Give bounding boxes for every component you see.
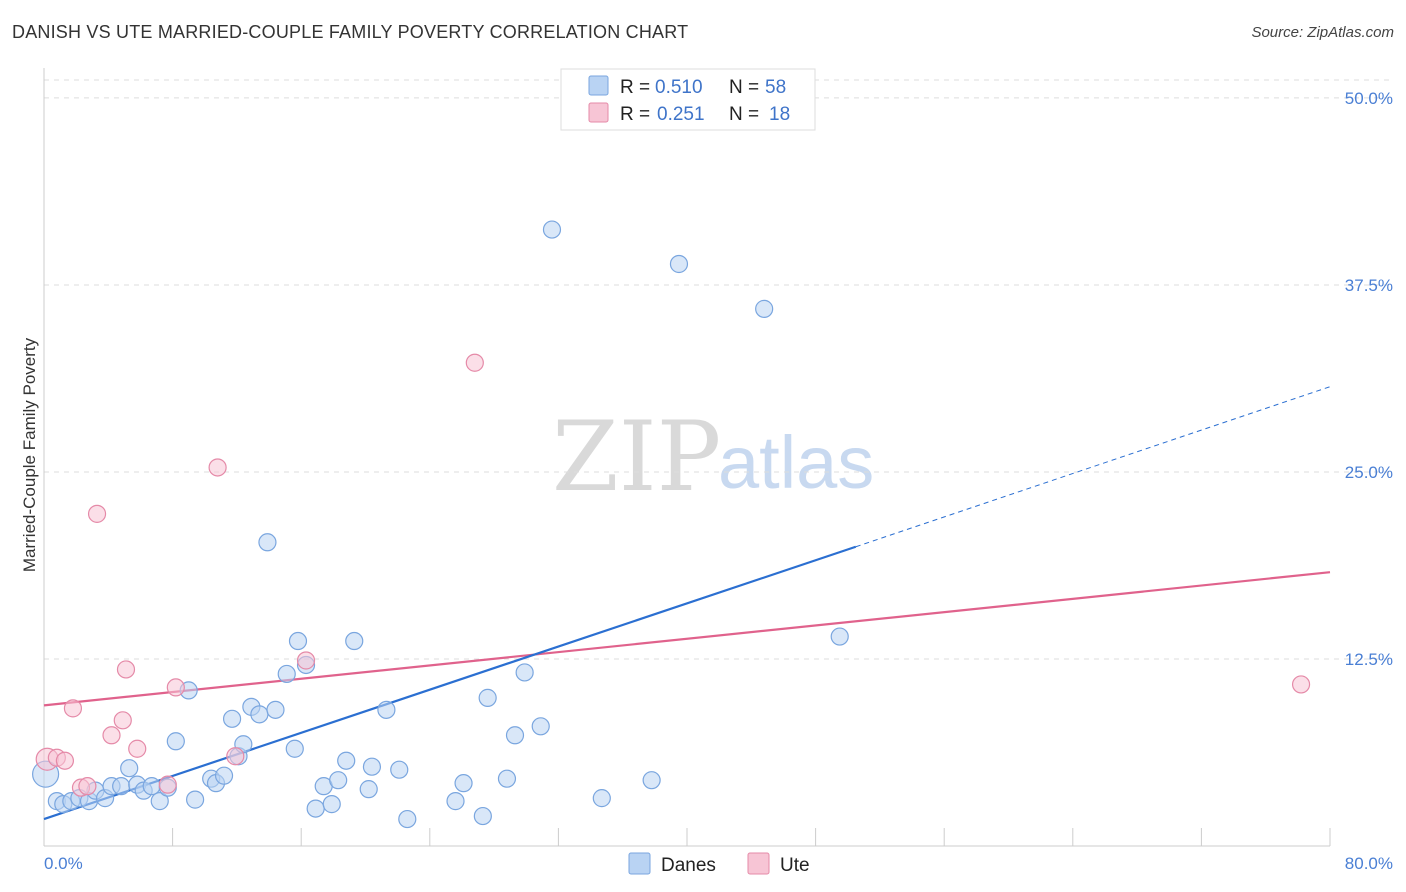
danes-point: [642, 771, 661, 790]
danes-trend-line: [43, 545, 857, 821]
ute-point: [226, 747, 245, 766]
legend-box: R = 0.510 N = 58 R = 0.251 N = 18: [560, 68, 816, 131]
danes-point: [337, 751, 356, 770]
danes-point: [250, 705, 269, 724]
bottom-legend-ute-swatch: [747, 852, 770, 875]
ute-points: [35, 353, 1311, 797]
ute-point: [78, 777, 97, 796]
y-tick-label: 37.5%: [1345, 276, 1393, 295]
danes-trend-extension: [855, 386, 1331, 548]
danes-point: [592, 789, 611, 808]
danes-point: [505, 726, 525, 745]
danes-point: [454, 774, 473, 793]
legend-ute-r-value: 0.251: [657, 104, 705, 125]
danes-point: [214, 766, 234, 785]
danes-point: [277, 664, 296, 684]
legend-ute-n-label: N =: [729, 104, 759, 125]
x-tick-label-min: 0.0%: [44, 854, 83, 873]
danes-point: [669, 254, 689, 274]
y-tick-label: 12.5%: [1345, 650, 1393, 669]
watermark-zip: ZIP: [552, 401, 721, 513]
danes-point: [150, 792, 169, 811]
danes-point: [345, 631, 364, 651]
danes-point: [258, 533, 277, 552]
ute-point: [1291, 675, 1311, 694]
ute-point: [296, 651, 316, 670]
bottom-legend-danes-label: Danes: [661, 855, 716, 876]
danes-point: [446, 792, 465, 811]
ute-point: [166, 678, 185, 697]
ute-trend-line: [43, 571, 1331, 707]
danes-point: [359, 780, 378, 799]
bottom-legend-danes-swatch: [628, 852, 651, 875]
ute-point: [128, 739, 147, 758]
y-tick-label: 25.0%: [1345, 463, 1393, 482]
danes-point: [322, 795, 341, 814]
danes-point: [377, 700, 396, 719]
danes-point: [478, 688, 497, 707]
danes-point: [515, 663, 534, 682]
danes-point: [166, 732, 185, 751]
danes-point: [112, 777, 131, 796]
danes-point: [142, 777, 161, 796]
danes-point: [390, 760, 409, 779]
y-tick-labels: 12.5% 25.0% 37.5% 50.0%: [1345, 89, 1393, 669]
danes-point: [285, 739, 304, 758]
x-tick-label-max: 80.0%: [1345, 854, 1393, 873]
legend-danes-n-label: N =: [729, 77, 759, 98]
danes-point: [120, 759, 139, 778]
ute-point: [208, 458, 227, 477]
ute-point: [102, 726, 121, 745]
bottom-legend: Danes Ute: [628, 852, 810, 876]
legend-ute-swatch: [588, 102, 609, 123]
legend-danes-r-label: R =: [620, 77, 650, 98]
danes-point: [398, 809, 417, 829]
legend-danes-n-value: 58: [765, 77, 786, 98]
danes-point: [497, 769, 517, 788]
danes-point: [186, 790, 205, 809]
danes-point: [830, 627, 849, 646]
source-label: Source: ZipAtlas.com: [1251, 24, 1394, 41]
ute-point: [465, 353, 484, 372]
x-ticks: [172, 828, 1331, 846]
danes-point: [755, 299, 774, 318]
legend-ute-r-label: R =: [620, 104, 650, 125]
ute-point: [87, 504, 107, 523]
ute-point: [113, 711, 132, 730]
danes-point: [542, 220, 562, 239]
trend-lines: [43, 386, 1331, 821]
danes-point: [222, 709, 242, 728]
y-tick-label: 50.0%: [1345, 89, 1393, 108]
danes-point: [306, 799, 325, 818]
legend-danes-swatch: [588, 75, 609, 96]
legend-ute-n-value: 18: [769, 104, 790, 125]
ute-point: [55, 751, 74, 770]
ute-point: [116, 660, 136, 679]
legend-danes-r-value: 0.510: [655, 77, 703, 98]
danes-point: [531, 717, 550, 736]
danes-point: [288, 631, 308, 651]
danes-point: [362, 757, 382, 776]
danes-points: [32, 220, 849, 829]
danes-point: [266, 700, 285, 719]
chart-title: DANISH VS UTE MARRIED-COUPLE FAMILY POVE…: [12, 22, 689, 42]
grid-lines: [44, 79, 1393, 660]
y-axis-label: Married-Couple Family Poverty: [20, 337, 39, 572]
danes-point: [473, 806, 492, 826]
ute-point: [63, 699, 83, 718]
bottom-legend-ute-label: Ute: [780, 855, 810, 876]
ute-point: [158, 775, 177, 794]
danes-point: [329, 771, 348, 790]
watermark-atlas: atlas: [718, 421, 874, 504]
